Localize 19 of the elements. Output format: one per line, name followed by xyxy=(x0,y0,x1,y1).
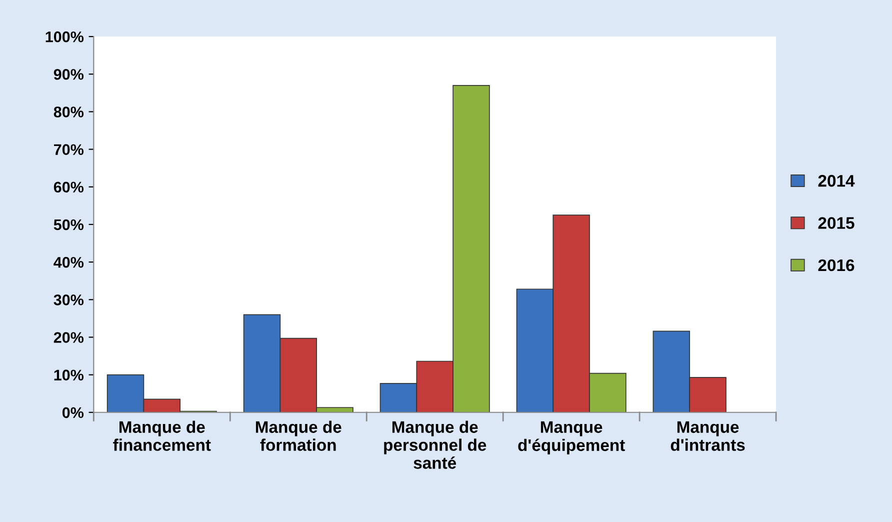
y-tick-label: 30% xyxy=(54,294,84,306)
x-tick-label: Manque d'équipement xyxy=(518,421,625,454)
y-tick-label: 80% xyxy=(54,106,84,118)
x-tick-label: Manque de financement xyxy=(113,420,211,451)
legend-label: 2016 xyxy=(818,259,854,272)
y-tick-label: 0% xyxy=(62,407,84,418)
y-tick-label: 60% xyxy=(54,182,84,193)
x-tick-label: Manque d'intrants xyxy=(670,421,745,451)
y-tick-label: 20% xyxy=(54,332,84,343)
y-tick-label: 40% xyxy=(54,256,84,268)
x-tick-label: Manque de personnel de santé xyxy=(384,420,486,469)
x-tick-label: Manque de formation xyxy=(256,420,342,451)
y-tick-label: 50% xyxy=(54,219,84,230)
legend-label: 2014 xyxy=(818,174,855,187)
y-tick-label: 10% xyxy=(54,370,84,380)
y-tick-label: 90% xyxy=(54,68,84,80)
legend-label: 2015 xyxy=(818,217,854,229)
y-tick-label: 70% xyxy=(54,144,84,155)
y-tick-label: 100% xyxy=(46,31,84,42)
